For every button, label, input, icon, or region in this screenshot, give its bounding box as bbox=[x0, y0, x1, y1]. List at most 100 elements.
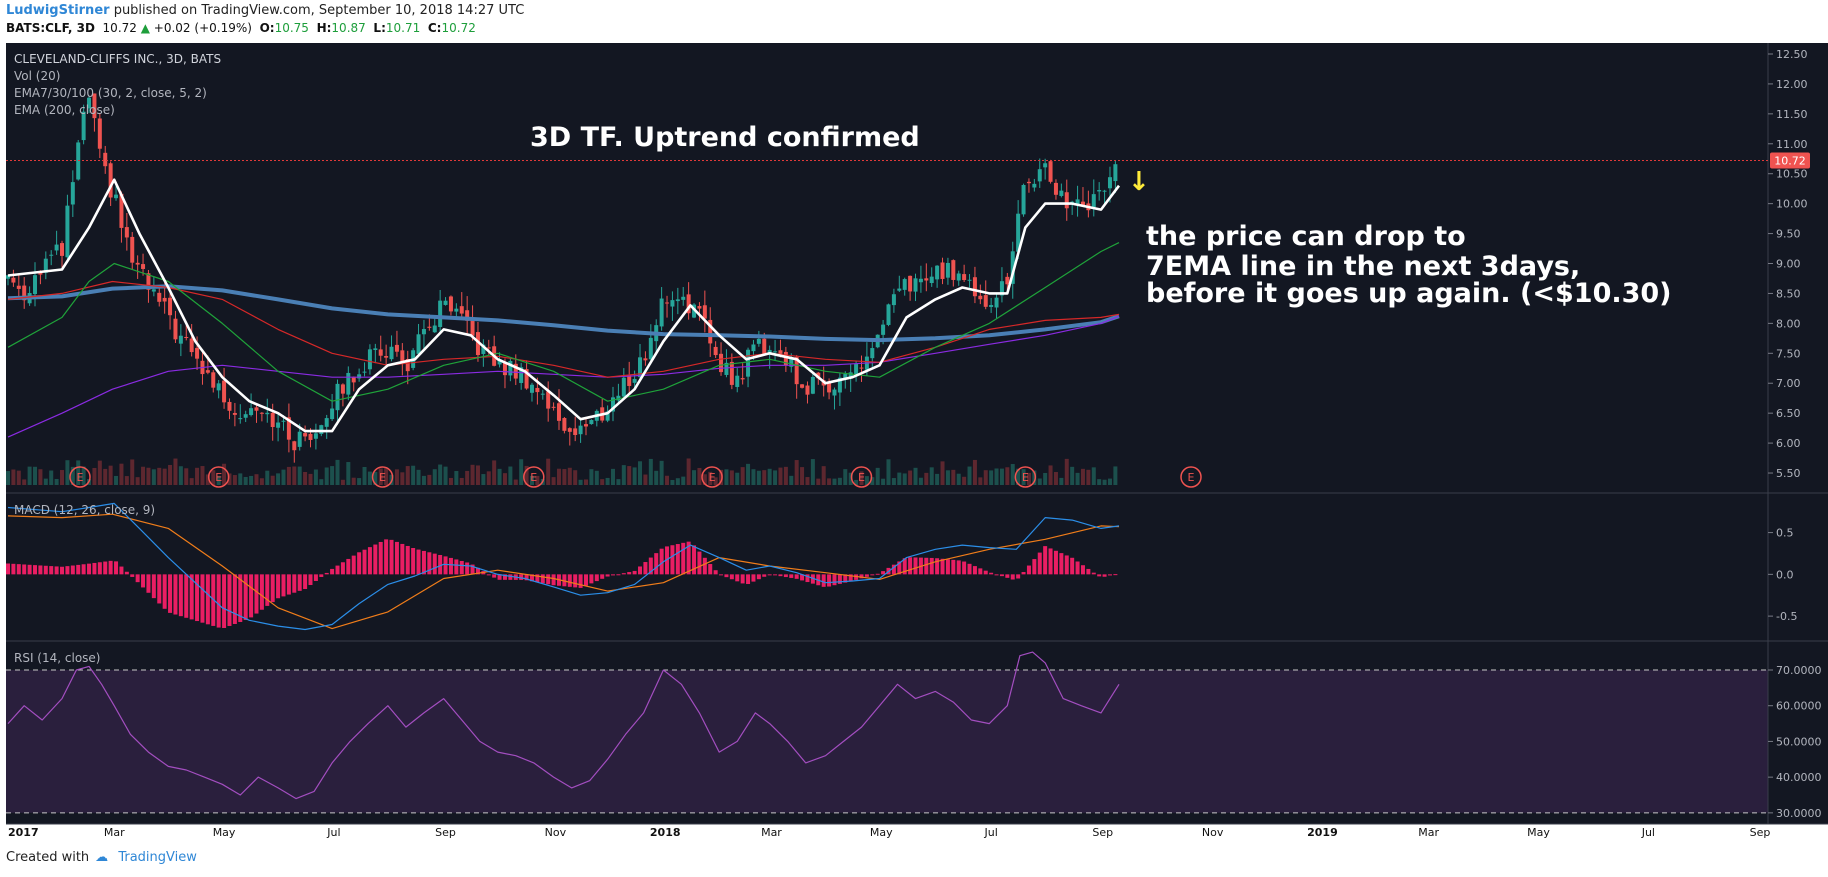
volume-bar bbox=[589, 469, 594, 485]
candle-body bbox=[762, 338, 767, 355]
macd-histogram-bar bbox=[848, 574, 853, 582]
candle-body bbox=[524, 369, 529, 389]
macd-histogram-bar bbox=[259, 574, 264, 610]
macd-histogram-bar bbox=[432, 553, 437, 575]
macd-histogram-bar bbox=[686, 541, 691, 575]
macd-histogram-bar bbox=[1070, 557, 1075, 575]
earnings-marker-label: E bbox=[1022, 471, 1029, 484]
volume-bar bbox=[124, 476, 129, 485]
volume-bar bbox=[794, 460, 799, 485]
volume-bar bbox=[324, 467, 329, 485]
volume-bar bbox=[249, 475, 254, 485]
macd-histogram-bar bbox=[448, 557, 453, 575]
macd-histogram-bar bbox=[108, 560, 113, 575]
volume-bar bbox=[432, 469, 437, 485]
volume-bar bbox=[43, 478, 48, 485]
candle-body bbox=[324, 418, 329, 427]
candle-body bbox=[989, 305, 994, 307]
macd-histogram-bar bbox=[913, 557, 918, 575]
candle-body bbox=[373, 348, 378, 350]
candle-body bbox=[832, 389, 837, 396]
volume-bar bbox=[362, 467, 367, 485]
macd-histogram-bar bbox=[821, 574, 826, 587]
volume-bar bbox=[924, 472, 929, 485]
macd-histogram-bar bbox=[97, 562, 102, 575]
macd-histogram-bar bbox=[22, 564, 27, 575]
macd-histogram-bar bbox=[232, 574, 237, 624]
volume-bar bbox=[913, 467, 918, 485]
candle-body bbox=[119, 193, 124, 228]
volume-bar bbox=[346, 462, 351, 485]
rsi-axis-tick-label: 50.0000 bbox=[1776, 735, 1822, 748]
volume-bar bbox=[475, 465, 480, 485]
macd-histogram-bar bbox=[346, 558, 351, 575]
volume-bar bbox=[638, 461, 643, 485]
price-axis-tick-label: 12.00 bbox=[1776, 78, 1808, 91]
macd-histogram-bar bbox=[438, 554, 443, 575]
candle-body bbox=[940, 262, 945, 279]
macd-histogram-bar bbox=[924, 557, 929, 575]
macd-histogram-bar bbox=[843, 574, 848, 583]
candle-body bbox=[389, 346, 394, 360]
candle-body bbox=[49, 254, 54, 256]
candle-body bbox=[702, 305, 707, 319]
candle-body bbox=[60, 243, 65, 256]
price-axis-tick-label: 8.00 bbox=[1776, 317, 1801, 330]
macd-histogram-bar bbox=[794, 574, 799, 579]
candle-body bbox=[141, 264, 146, 269]
macd-histogram-bar bbox=[708, 564, 713, 575]
volume-bar bbox=[1043, 472, 1048, 485]
rsi-axis-tick-label: 70.0000 bbox=[1776, 664, 1822, 677]
candles bbox=[6, 93, 1118, 463]
volume-bar bbox=[1080, 468, 1085, 485]
price-axis-background bbox=[1768, 43, 1828, 824]
time-axis-label: May bbox=[870, 826, 893, 839]
macd-histogram-bar bbox=[384, 539, 389, 575]
candle-body bbox=[286, 417, 291, 440]
volume-bar bbox=[535, 475, 540, 485]
tradingview-brand-link[interactable]: TradingView bbox=[118, 850, 197, 865]
candle-body bbox=[616, 395, 621, 401]
candle-body bbox=[589, 420, 594, 425]
candle-body bbox=[330, 408, 335, 420]
volume-bar bbox=[816, 478, 821, 485]
macd-signal-line bbox=[7, 513, 1120, 630]
rsi-band-fill bbox=[6, 670, 1768, 813]
volume-bar bbox=[49, 470, 54, 485]
volume-bar bbox=[276, 473, 281, 485]
candle-body bbox=[394, 344, 399, 352]
candle-body bbox=[519, 367, 524, 383]
macd-histogram-bar bbox=[1102, 574, 1107, 577]
macd-histogram-bar bbox=[589, 574, 594, 584]
candle-body bbox=[92, 93, 97, 119]
macd-histogram-bar bbox=[902, 558, 907, 575]
volume-bar bbox=[881, 478, 886, 485]
macd-histogram-bar bbox=[1043, 546, 1048, 575]
rsi-pane bbox=[7, 651, 1120, 800]
macd-histogram-bar bbox=[740, 574, 745, 584]
candle-body bbox=[756, 338, 761, 344]
macd-histogram-bar bbox=[65, 566, 70, 575]
candle-body bbox=[573, 428, 578, 435]
high-label: H: bbox=[316, 21, 332, 35]
candle-body bbox=[114, 194, 119, 199]
volume-bar bbox=[70, 466, 75, 485]
price-axis-tick-label: 7.00 bbox=[1776, 377, 1801, 390]
candle-body bbox=[265, 412, 270, 415]
candle-body bbox=[724, 362, 729, 375]
volume-bar bbox=[546, 458, 551, 485]
volume-bar bbox=[945, 470, 950, 485]
candle-body bbox=[81, 111, 86, 141]
macd-histogram-bar bbox=[578, 574, 583, 588]
candle-body bbox=[891, 294, 896, 306]
volume-bar bbox=[195, 467, 200, 485]
author-link[interactable]: LudwigStirner bbox=[6, 3, 110, 18]
macd-histogram-bar bbox=[216, 574, 221, 628]
price-axis-tick-label: 10.00 bbox=[1776, 198, 1808, 211]
volume-bar bbox=[421, 475, 426, 485]
macd-histogram-bar bbox=[205, 574, 210, 625]
volume-bar bbox=[908, 470, 913, 485]
macd-histogram-bar bbox=[378, 541, 383, 575]
volume-bar bbox=[783, 466, 788, 485]
